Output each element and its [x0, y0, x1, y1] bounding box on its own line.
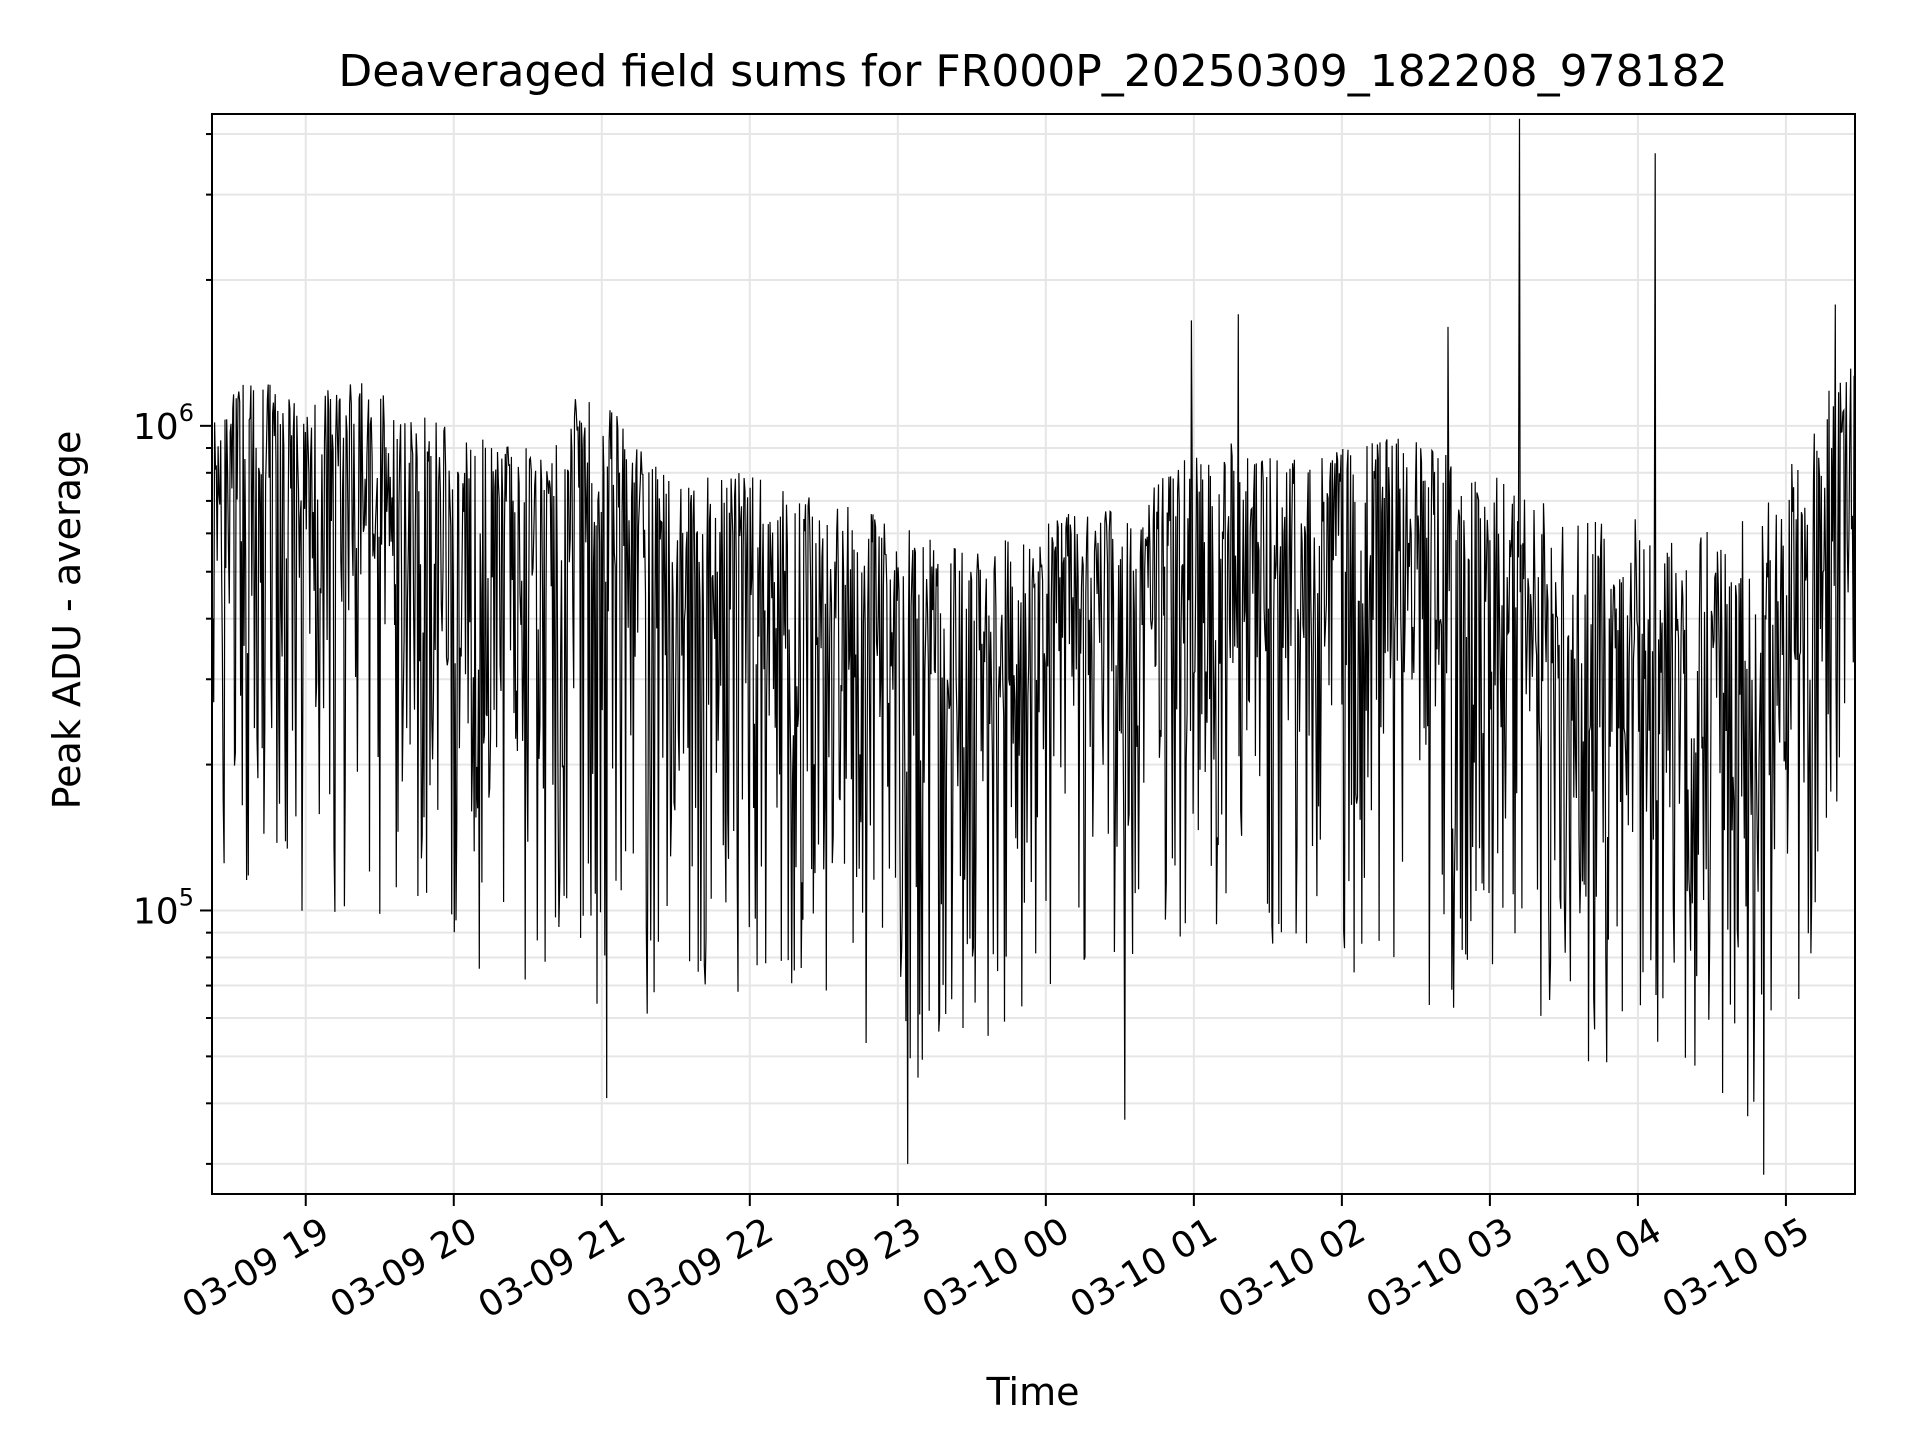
series-line	[212, 118, 1855, 1175]
y-axis: 105 106	[133, 133, 212, 1165]
plot-area	[212, 118, 1855, 1175]
chart-title: Deaveraged field sums for FR000P_2025030…	[338, 46, 1727, 97]
y-tick-label: 106	[133, 399, 194, 448]
y-axis-label: Peak ADU - average	[45, 431, 89, 810]
y-tick-label: 105	[133, 883, 194, 932]
x-axis-label: Time	[986, 1370, 1080, 1414]
axes-frame	[211, 113, 1856, 1195]
